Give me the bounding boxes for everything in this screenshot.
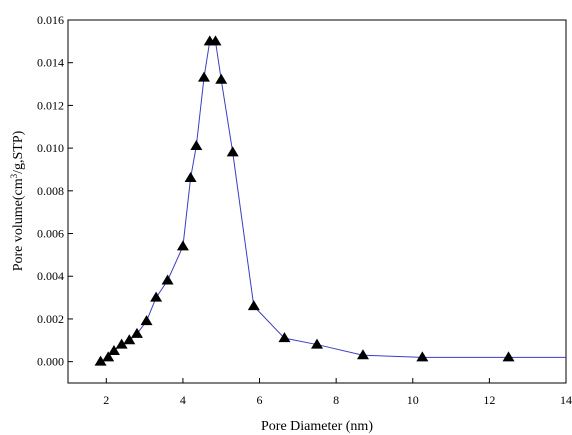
y-axis: 0.000 0.002 0.004 0.006 0.008 0.010 0.012 0.014… xyxy=(37,13,73,369)
data-point xyxy=(226,146,239,157)
y-tick-label: 0.008 xyxy=(37,184,64,198)
data-point xyxy=(140,315,153,326)
data-point xyxy=(215,73,228,84)
x-axis-label: Pore Diameter (nm) xyxy=(261,419,373,434)
data-point xyxy=(115,338,128,349)
y-tick-label: 0.002 xyxy=(37,312,64,326)
x-tick-label: 2 xyxy=(103,393,109,407)
y-tick-label: 0.014 xyxy=(37,56,64,70)
data-point xyxy=(102,351,115,362)
x-tick-label: 14 xyxy=(560,393,572,407)
y-tick-label: 0.000 xyxy=(37,355,64,369)
x-tick-label: 12 xyxy=(483,393,495,407)
data-points xyxy=(94,35,515,366)
data-point xyxy=(190,139,203,150)
data-point xyxy=(107,344,120,355)
data-point xyxy=(278,332,291,343)
y-axis-label-suffix: /g,STP) xyxy=(11,130,26,174)
plot-frame xyxy=(67,19,567,384)
y-axis-label-superscript: 3 xyxy=(9,173,19,178)
x-tick-label: 4 xyxy=(180,393,186,407)
data-point xyxy=(94,355,107,366)
x-tick-label: 8 xyxy=(333,393,339,407)
x-tick-label: 10 xyxy=(407,393,419,407)
data-point xyxy=(356,349,369,360)
y-axis-label: Pore volume(cm3/g,STP) xyxy=(9,130,26,271)
data-point xyxy=(130,327,143,338)
y-tick-label: 0.004 xyxy=(37,269,64,283)
data-point xyxy=(416,351,429,362)
data-point xyxy=(123,334,136,345)
y-tick-label: 0.010 xyxy=(37,141,64,155)
y-axis-label-prefix: Pore volume(cm xyxy=(11,178,26,271)
data-point xyxy=(150,291,163,302)
data-point xyxy=(502,351,515,362)
data-point xyxy=(247,300,260,311)
data-point xyxy=(184,172,197,183)
data-point xyxy=(209,35,222,46)
y-tick-label: 0.006 xyxy=(37,227,64,241)
y-tick-label: 0.012 xyxy=(37,98,64,112)
series-line xyxy=(100,40,566,363)
y-tick-label: 0.016 xyxy=(37,13,64,27)
data-point xyxy=(176,240,189,251)
data-point xyxy=(197,71,210,82)
data-point xyxy=(311,338,323,349)
data-point xyxy=(161,274,174,285)
x-axis: 2 4 6 8 10 12 14 xyxy=(103,378,572,407)
x-tick-label: 6 xyxy=(257,393,263,407)
